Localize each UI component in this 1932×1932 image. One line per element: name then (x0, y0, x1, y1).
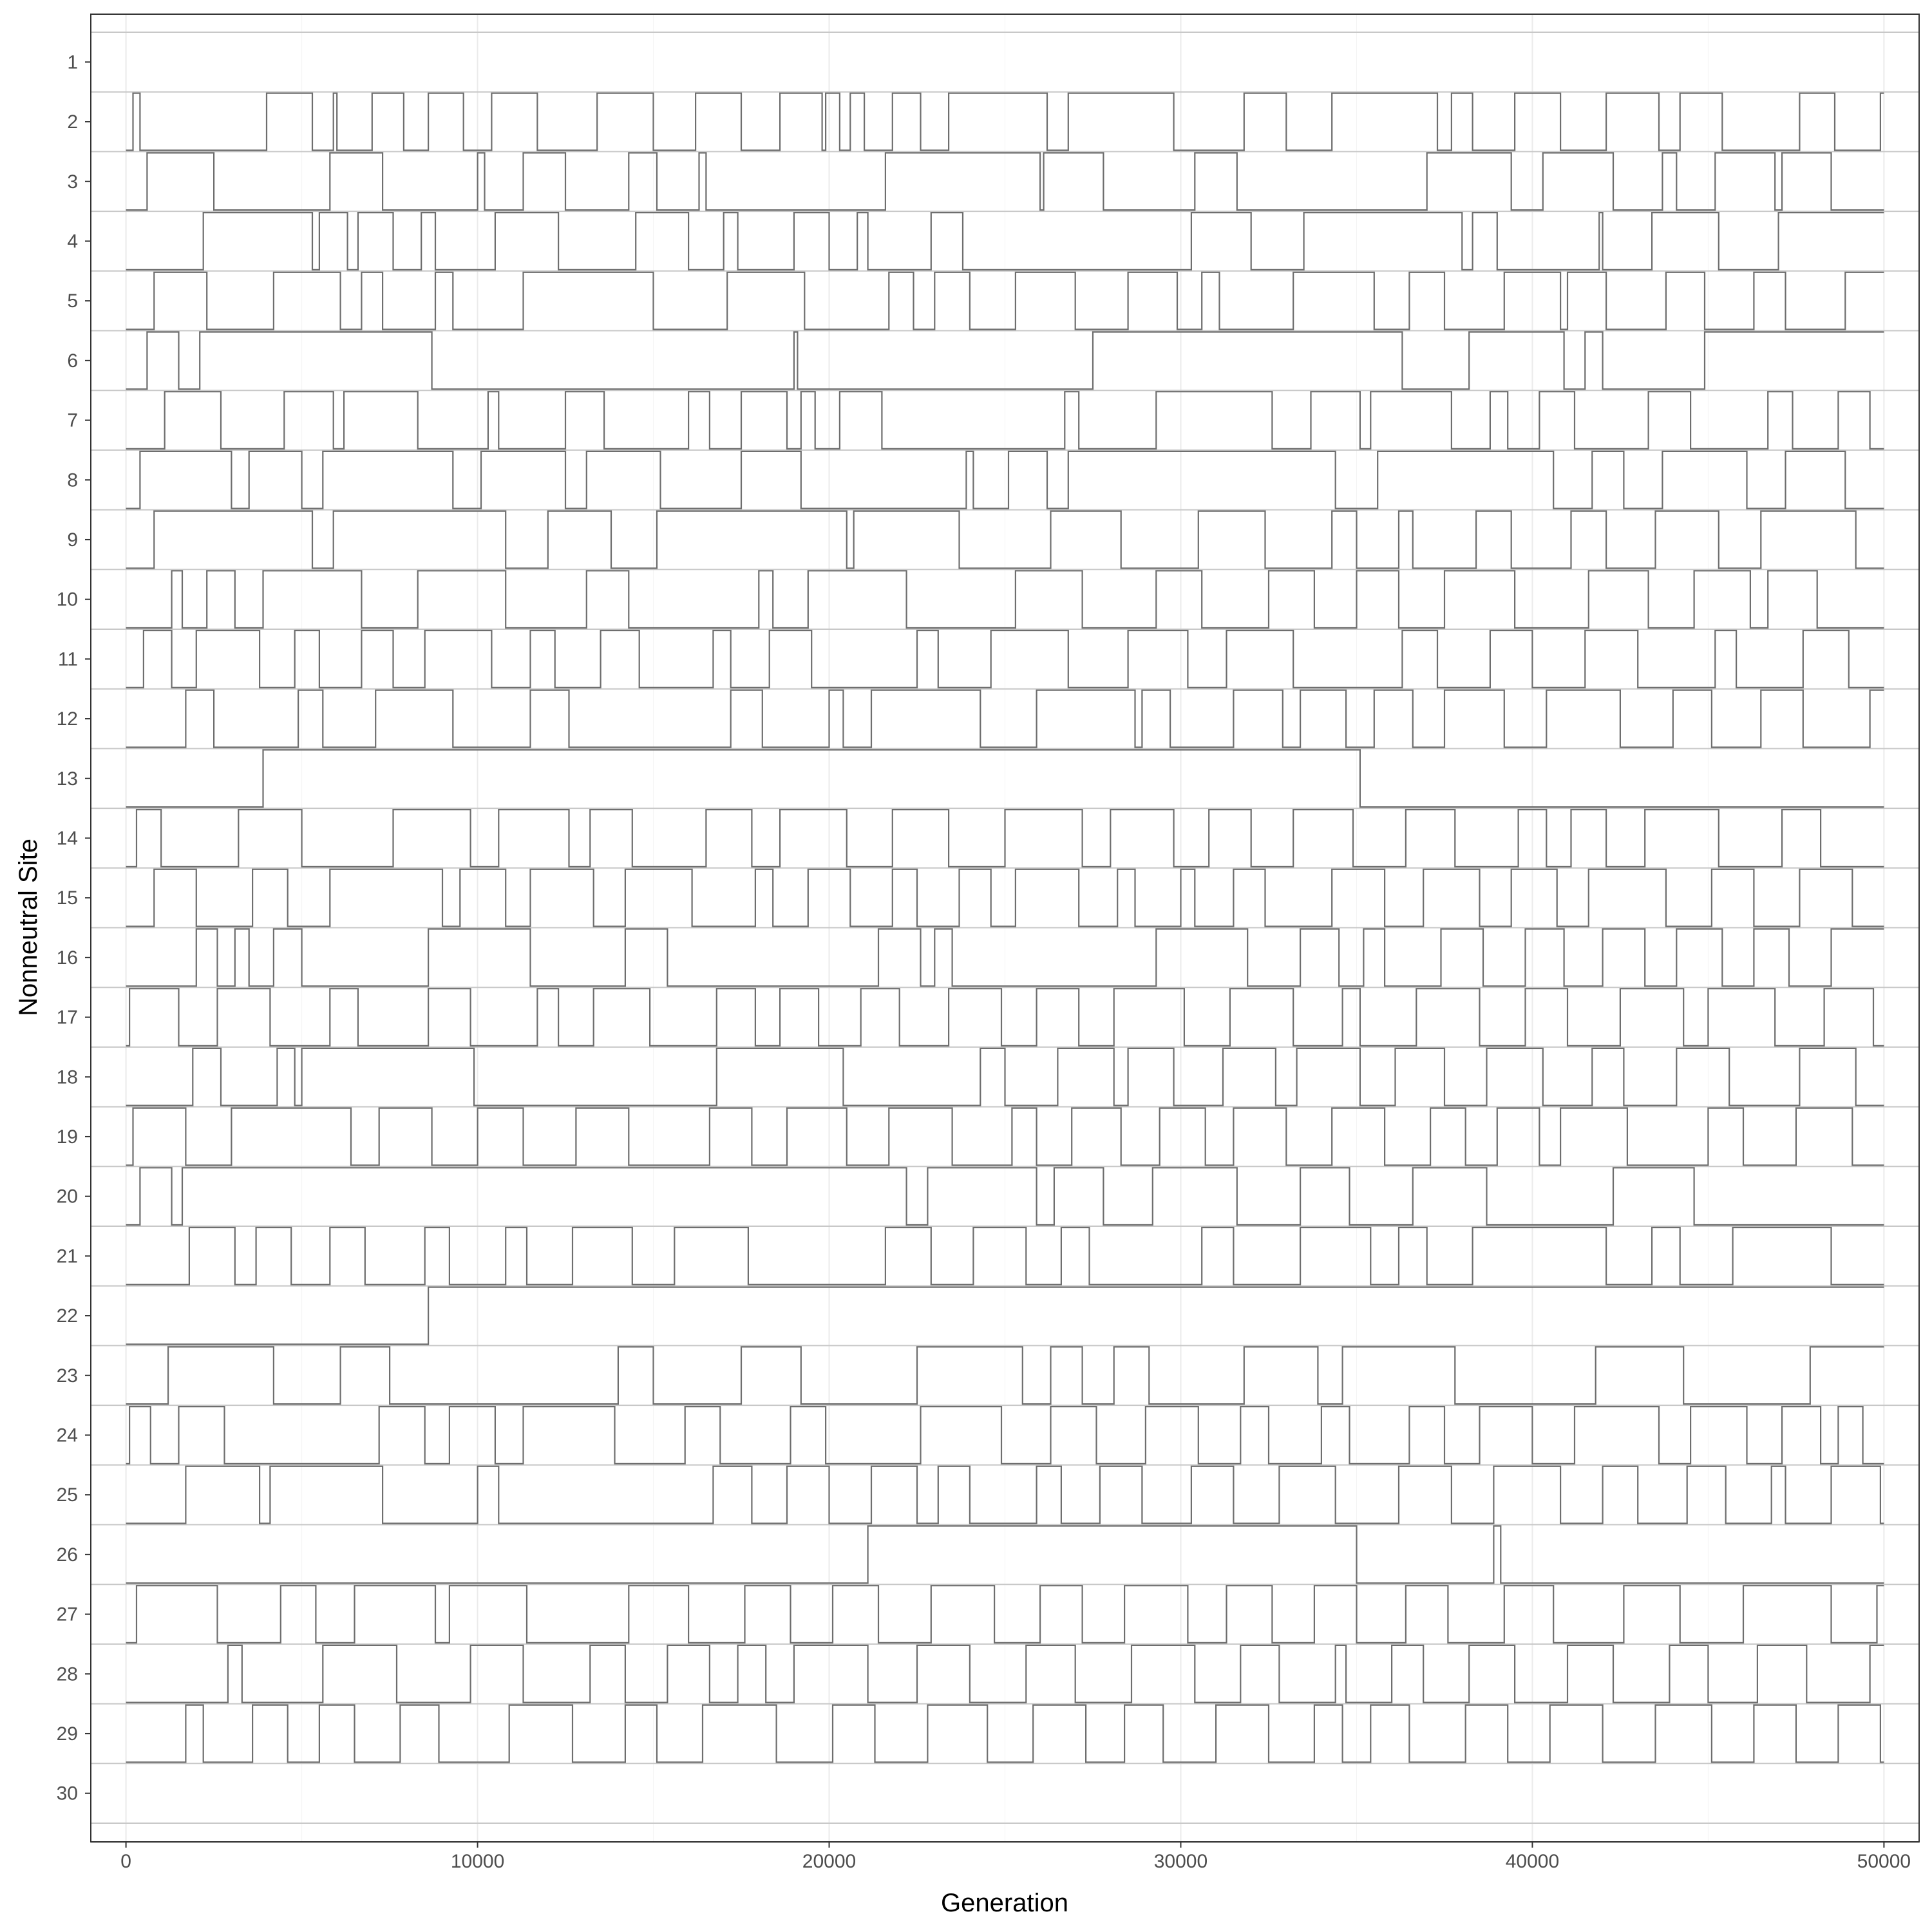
y-tick-label: 14 (57, 828, 78, 849)
series-line-site-25 (126, 1465, 1884, 1524)
plot-border (90, 14, 1920, 1842)
x-tick-label: 40000 (1506, 1851, 1559, 1872)
series-line-site-4 (126, 212, 1884, 270)
series-line-site-23 (126, 1346, 1884, 1405)
y-tick-label: 8 (67, 469, 78, 491)
series-line-site-22 (126, 1286, 1884, 1345)
y-tick-label: 30 (57, 1783, 78, 1804)
series-line-site-10 (126, 570, 1884, 629)
series-line-site-26 (126, 1525, 1884, 1584)
series-line-site-27 (126, 1585, 1884, 1643)
series-line-site-3 (126, 152, 1884, 211)
y-tick-label: 22 (57, 1305, 78, 1327)
x-tick-label: 50000 (1857, 1851, 1911, 1872)
x-tick-layer: 0 10000 20000 30000 40000 50000 (120, 1842, 1911, 1872)
y-tick-label: 3 (67, 171, 78, 193)
series-line-site-24 (126, 1406, 1884, 1464)
series-line-site-12 (126, 689, 1884, 748)
y-tick-label: 1 (67, 52, 78, 73)
y-tick-label: 28 (57, 1663, 78, 1685)
y-tick-label: 13 (57, 768, 78, 790)
y-tick-label: 4 (67, 231, 78, 252)
y-tick-label: 19 (57, 1126, 78, 1148)
y-axis-title: Nonneutral Site (14, 838, 43, 1016)
y-tick-label: 15 (57, 887, 78, 909)
y-tick-label: 25 (57, 1484, 78, 1506)
series-line-site-7 (126, 391, 1884, 450)
series-line-site-8 (126, 450, 1884, 509)
y-tick-label: 2 (67, 111, 78, 133)
y-tick-label: 9 (67, 529, 78, 551)
y-tick-label: 12 (57, 708, 78, 730)
series-line-site-29 (126, 1704, 1884, 1763)
x-tick-label: 10000 (451, 1851, 504, 1872)
series-line-site-20 (126, 1167, 1884, 1226)
y-tick-label: 21 (57, 1245, 78, 1267)
series-line-site-18 (126, 1047, 1884, 1106)
series-line-site-15 (126, 868, 1884, 927)
y-tick-label: 7 (67, 410, 78, 431)
band-layer (91, 32, 1919, 1843)
series-line-site-16 (126, 928, 1884, 987)
y-tick-label: 10 (57, 589, 78, 611)
y-tick-label: 20 (57, 1186, 78, 1208)
series-line-site-9 (126, 510, 1884, 569)
series-line-site-13 (126, 749, 1884, 808)
x-tick-label: 20000 (802, 1851, 856, 1872)
y-tick-label: 27 (57, 1604, 78, 1625)
series-line-site-6 (126, 331, 1884, 390)
y-tick-label: 11 (58, 649, 78, 670)
series-line-site-14 (126, 809, 1884, 867)
y-tick-label: 29 (57, 1723, 78, 1745)
series-line-site-21 (126, 1226, 1884, 1285)
series-line-site-5 (126, 271, 1884, 330)
series-layer (126, 92, 1884, 1763)
y-tick-label: 5 (67, 290, 78, 312)
y-tick-label: 6 (67, 350, 78, 372)
y-tick-layer: 1234567891011121314151617181920212223242… (57, 52, 91, 1804)
y-tick-label: 16 (57, 947, 78, 969)
series-line-site-2 (126, 92, 1884, 151)
x-axis-title: Generation (941, 1889, 1068, 1917)
series-line-site-17 (126, 988, 1884, 1046)
x-tick-label: 30000 (1154, 1851, 1208, 1872)
series-line-site-19 (126, 1107, 1884, 1166)
x-tick-label: 0 (120, 1851, 131, 1872)
series-line-site-11 (126, 629, 1884, 688)
y-tick-label: 26 (57, 1544, 78, 1566)
y-tick-label: 17 (57, 1007, 78, 1028)
series-line-site-28 (126, 1644, 1884, 1703)
y-tick-label: 18 (57, 1066, 78, 1088)
y-tick-label: 23 (57, 1365, 78, 1387)
y-tick-label: 24 (57, 1425, 78, 1446)
